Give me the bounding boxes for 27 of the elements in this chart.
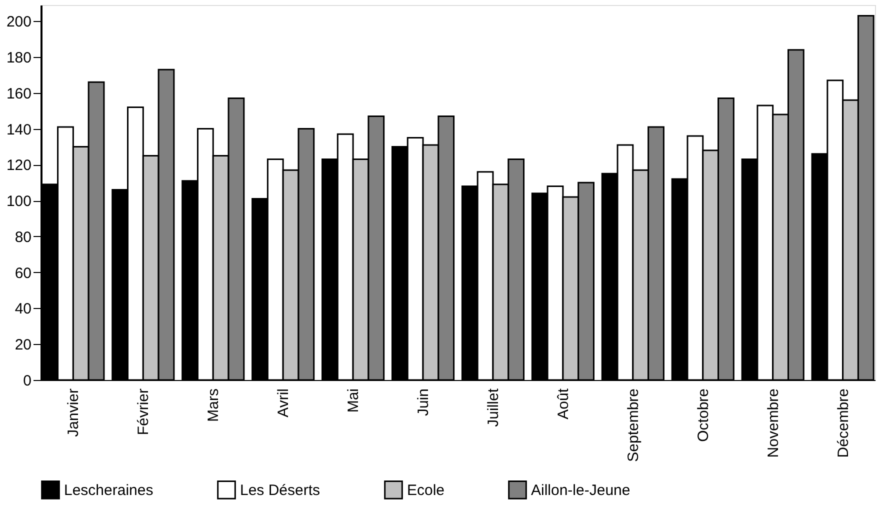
y-tick-label: 180 (6, 50, 32, 67)
legend-label: Lescheraines (64, 482, 154, 499)
y-tick-label: 120 (6, 157, 32, 174)
x-tick-label: Mai (345, 388, 362, 413)
legend-label: Ecole (407, 482, 445, 499)
y-tick-label: 200 (6, 14, 32, 31)
y-tick-label: 100 (6, 193, 32, 210)
x-tick-label: Septembre (624, 388, 642, 462)
y-tick-label: 140 (6, 121, 32, 138)
y-tick-label: 80 (14, 228, 32, 246)
x-tick-label: Octobre (694, 388, 712, 442)
x-tick-label: Août (554, 388, 572, 420)
y-tick-label: 20 (14, 336, 32, 354)
y-tick-label: 40 (14, 300, 32, 318)
x-tick-label: Janvier (65, 388, 82, 437)
x-tick-label: Avril (275, 388, 292, 418)
y-tick-label: 160 (6, 85, 32, 102)
x-tick-label: Juillet (484, 388, 502, 427)
y-tick-label: 0 (23, 372, 32, 390)
x-tick-label: Mars (205, 388, 222, 422)
x-tick-label: Décembre (834, 388, 852, 458)
legend-label: Les Déserts (240, 482, 320, 499)
x-tick-label: Février (135, 388, 152, 436)
x-tick-label: Novembre (764, 388, 782, 458)
y-tick-label: 60 (14, 264, 32, 282)
x-tick-label: Juin (415, 388, 432, 416)
legend-label: Aillon-le-Jeune (531, 482, 630, 499)
